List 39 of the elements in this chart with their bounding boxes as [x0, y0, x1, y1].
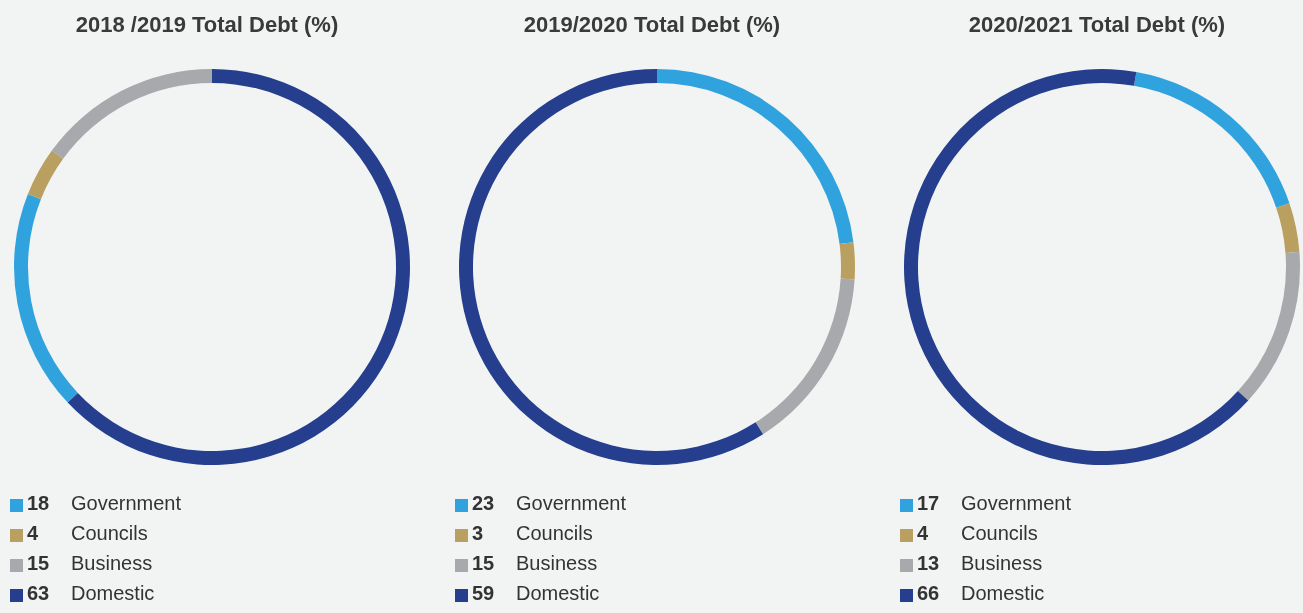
legend-label: Government	[71, 492, 182, 514]
donut-slice	[459, 69, 764, 465]
legend-label: Domestic	[961, 582, 1045, 604]
data-label: 23	[472, 491, 496, 516]
donut-slice	[67, 69, 410, 465]
data-label: 15	[472, 551, 496, 576]
legend-label: Domestic	[71, 582, 155, 604]
data-label: 15	[27, 551, 51, 576]
legend-label: Business	[516, 552, 598, 574]
data-label: 17	[917, 491, 941, 516]
donut-slice	[27, 150, 64, 200]
legend-label: Councils	[71, 522, 148, 544]
donut-slice	[1276, 203, 1300, 253]
data-label: 66	[917, 581, 941, 606]
data-label: 4	[27, 521, 40, 546]
legend-label: Domestic	[516, 582, 600, 604]
donut-slice	[14, 194, 78, 403]
data-label: 18	[27, 491, 51, 516]
legend-label: Government	[961, 492, 1072, 514]
legend-label: Business	[71, 552, 153, 574]
legend-label: Councils	[961, 522, 1038, 544]
data-label: 13	[917, 551, 941, 576]
donut-slice	[1133, 72, 1290, 208]
donut-slice	[51, 69, 212, 159]
donut-slice	[1237, 251, 1300, 401]
data-label: 63	[27, 581, 51, 606]
legend-label: Government	[516, 492, 627, 514]
chart-title: 2020/2021 Total Debt (%)	[967, 12, 1227, 39]
legend-label: Councils	[516, 522, 593, 544]
donut-slice	[904, 69, 1249, 465]
donut-slice	[657, 69, 854, 244]
chart-title: 2018 /2019 Total Debt (%)	[74, 12, 340, 39]
donut-slice	[755, 278, 855, 435]
data-label: 3	[472, 521, 485, 546]
chart-title: 2019/2020 Total Debt (%)	[522, 12, 782, 39]
data-label: 4	[917, 521, 930, 546]
legend-label: Business	[961, 552, 1043, 574]
donut-slice	[839, 242, 855, 280]
data-label: 59	[472, 581, 496, 606]
